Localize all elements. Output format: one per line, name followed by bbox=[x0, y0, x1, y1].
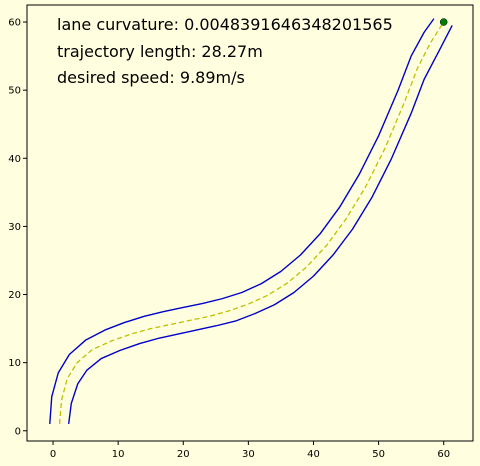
y-tick-label: 0 bbox=[15, 426, 21, 437]
x-tick-label: 40 bbox=[307, 449, 320, 460]
centerline-path bbox=[58, 21, 445, 425]
x-tick-label: 50 bbox=[372, 449, 385, 460]
axis-ticks: 0 10 20 30 40 50 60 0 10 20 30 40 50 60 bbox=[8, 18, 450, 460]
y-tick-label: 20 bbox=[8, 290, 21, 301]
x-tick-label: 30 bbox=[242, 449, 255, 460]
speed-annotation: desired speed: 9.89m/s bbox=[57, 68, 245, 87]
y-tick-label: 50 bbox=[8, 86, 21, 97]
length-annotation: trajectory length: 28.27m bbox=[57, 42, 263, 61]
x-tick-label: 20 bbox=[177, 449, 190, 460]
goal-marker bbox=[439, 18, 448, 26]
x-tick-label: 0 bbox=[50, 449, 56, 460]
x-tick-label: 60 bbox=[437, 449, 450, 460]
y-tick-label: 30 bbox=[8, 222, 21, 233]
left-lane-boundary bbox=[49, 18, 435, 425]
right-lane-boundary bbox=[67, 25, 453, 425]
y-tick-label: 60 bbox=[8, 18, 21, 29]
plot-area bbox=[26, 4, 474, 442]
x-tick-label: 10 bbox=[112, 449, 125, 460]
curvature-annotation: lane curvature: 0.0048391646348201565 bbox=[57, 15, 393, 34]
y-tick-label: 10 bbox=[8, 358, 21, 369]
series-lines bbox=[49, 18, 453, 425]
y-tick-label: 40 bbox=[8, 154, 21, 165]
